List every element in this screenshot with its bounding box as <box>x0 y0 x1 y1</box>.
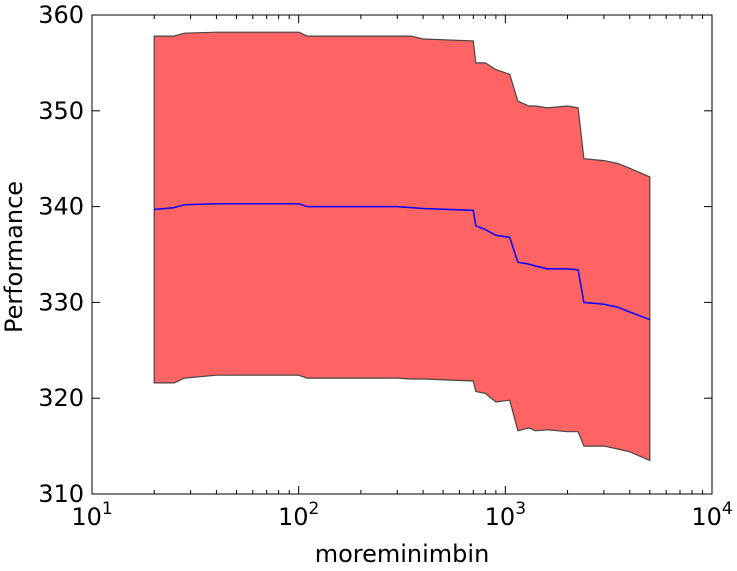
x-tick-label: 104 <box>691 499 732 531</box>
x-axis-label: moreminimbin <box>315 540 490 568</box>
y-axis-label: Performance <box>0 181 28 333</box>
axes: 310 320 330 340 350 360 101 102 103 104 <box>38 1 733 531</box>
x-tick-label: 103 <box>485 499 526 531</box>
x-tick-label: 101 <box>71 499 112 531</box>
x-tick-label: 102 <box>278 499 319 531</box>
y-tick-label: 350 <box>38 97 84 125</box>
mean-line <box>154 202 651 321</box>
y-tick-label: 340 <box>38 193 84 221</box>
y-tick-label: 360 <box>38 1 84 29</box>
band-area <box>153 31 651 462</box>
y-tick-label: 320 <box>38 384 84 412</box>
y-tick-label: 330 <box>38 288 84 316</box>
axes-frame <box>91 14 713 495</box>
y-tick-label: 310 <box>38 480 84 508</box>
plot-area <box>153 31 651 462</box>
